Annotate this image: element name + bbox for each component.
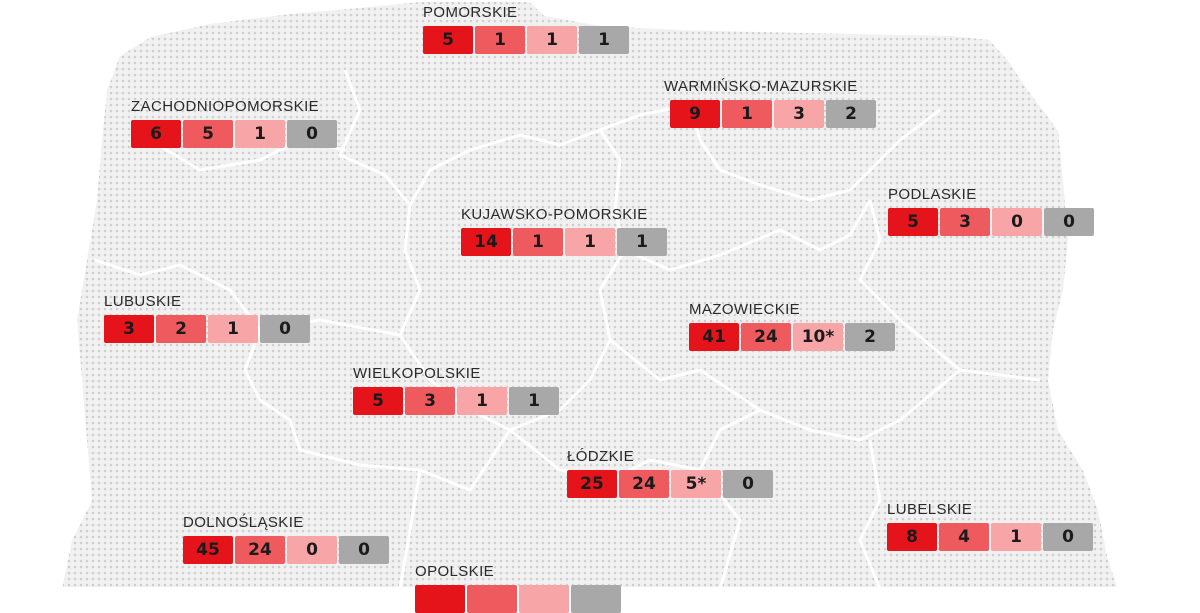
- value-cell-4: 1: [509, 387, 559, 415]
- value-cell-3: 1: [991, 523, 1041, 551]
- value-cell-4: 0: [339, 536, 389, 564]
- value-cell-2: 1: [722, 100, 772, 128]
- region-pomorskie[interactable]: POMORSKIE 5 1 1 1: [423, 4, 629, 54]
- region-label: OPOLSKIE: [415, 563, 495, 580]
- value-cell-3: 1: [527, 26, 577, 54]
- region-wielkopolskie[interactable]: WIELKOPOLSKIE 5 3 1 1: [353, 365, 559, 415]
- value-cell-2: 1: [513, 228, 563, 256]
- value-cell-1: 41: [689, 323, 739, 351]
- value-cell-4: 0: [723, 470, 773, 498]
- value-cell-1: [415, 585, 465, 613]
- region-mazowieckie[interactable]: MAZOWIECKIE 41 24 10* 2: [689, 301, 895, 351]
- value-cell-1: 5: [888, 208, 938, 236]
- value-cell-2: 3: [405, 387, 455, 415]
- value-cell-4: 1: [579, 26, 629, 54]
- region-kujawsko-pomorskie[interactable]: KUJAWSKO-POMORSKIE 14 1 1 1: [461, 206, 667, 256]
- value-cell-3: 1: [565, 228, 615, 256]
- region-warminsko-mazurskie[interactable]: WARMIŃSKO-MAZURSKIE 9 1 3 2: [664, 78, 876, 128]
- region-opolskie[interactable]: OPOLSKIE: [415, 563, 621, 613]
- region-label: PODLASKIE: [888, 186, 977, 203]
- value-cell-2: 24: [235, 536, 285, 564]
- value-cell-2: 24: [741, 323, 791, 351]
- region-label: LUBUSKIE: [104, 293, 182, 310]
- value-cell-1: 5: [423, 26, 473, 54]
- value-cell-2: 24: [619, 470, 669, 498]
- region-label: MAZOWIECKIE: [689, 301, 801, 318]
- region-label: POMORSKIE: [423, 4, 518, 21]
- value-cell-4: 0: [1044, 208, 1094, 236]
- value-cell-1: 9: [670, 100, 720, 128]
- region-label: WIELKOPOLSKIE: [353, 365, 481, 382]
- value-cell-1: 14: [461, 228, 511, 256]
- value-cell-3: 1: [208, 315, 258, 343]
- value-cell-4: 2: [845, 323, 895, 351]
- value-cell-2: 3: [940, 208, 990, 236]
- region-label: ZACHODNIOPOMORSKIE: [131, 98, 320, 115]
- value-cell-3: 0: [287, 536, 337, 564]
- value-cell-3: 3: [774, 100, 824, 128]
- value-cell-2: [467, 585, 517, 613]
- region-lubelskie[interactable]: LUBELSKIE 8 4 1 0: [887, 501, 1093, 551]
- value-cell-3: 5*: [671, 470, 721, 498]
- region-zachodniopomorskie[interactable]: ZACHODNIOPOMORSKIE 6 5 1 0: [131, 98, 337, 148]
- region-lubuskie[interactable]: LUBUSKIE 3 2 1 0: [104, 293, 310, 343]
- value-cell-1: 3: [104, 315, 154, 343]
- value-cell-1: 5: [353, 387, 403, 415]
- value-cell-2: 1: [475, 26, 525, 54]
- value-cell-4: 0: [260, 315, 310, 343]
- value-cell-4: 2: [826, 100, 876, 128]
- region-dolnoslaskie[interactable]: DOLNOŚLĄSKIE 45 24 0 0: [183, 514, 389, 564]
- poland-voivodeship-map: POMORSKIE 5 1 1 1 WARMIŃSKO-MAZURSKIE 9 …: [60, 0, 1120, 613]
- value-cell-1: 45: [183, 536, 233, 564]
- value-cell-1: 25: [567, 470, 617, 498]
- value-cell-2: 4: [939, 523, 989, 551]
- value-cell-2: 5: [183, 120, 233, 148]
- value-cell-3: 10*: [793, 323, 843, 351]
- value-cell-4: 0: [1043, 523, 1093, 551]
- value-cell-3: 1: [457, 387, 507, 415]
- value-cell-3: 1: [235, 120, 285, 148]
- region-label: DOLNOŚLĄSKIE: [183, 514, 304, 531]
- region-label: WARMIŃSKO-MAZURSKIE: [664, 78, 858, 95]
- value-cell-4: [571, 585, 621, 613]
- value-cell-3: 0: [992, 208, 1042, 236]
- region-label: KUJAWSKO-POMORSKIE: [461, 206, 648, 223]
- region-label: LUBELSKIE: [887, 501, 973, 518]
- value-cell-2: 2: [156, 315, 206, 343]
- value-cell-4: 0: [287, 120, 337, 148]
- region-label: ŁÓDZKIE: [567, 448, 634, 465]
- value-cell-1: 6: [131, 120, 181, 148]
- region-lodzkie[interactable]: ŁÓDZKIE 25 24 5* 0: [567, 448, 773, 498]
- value-cell-3: [519, 585, 569, 613]
- value-cell-1: 8: [887, 523, 937, 551]
- value-cell-4: 1: [617, 228, 667, 256]
- region-podlaskie[interactable]: PODLASKIE 5 3 0 0: [888, 186, 1094, 236]
